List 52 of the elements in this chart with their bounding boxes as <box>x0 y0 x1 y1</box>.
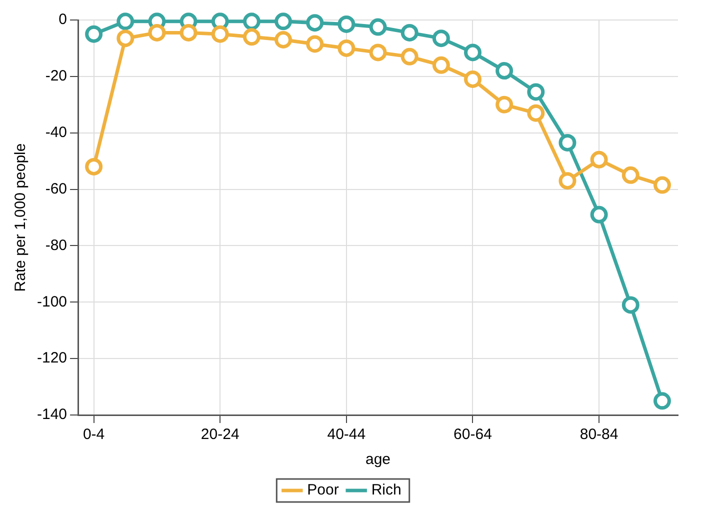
point <box>496 62 514 80</box>
y-tick-label: -60 <box>45 180 68 198</box>
y-tick-label: 0 <box>58 11 68 28</box>
point <box>653 176 671 194</box>
point <box>338 39 356 57</box>
y-tick-label: -40 <box>45 124 68 141</box>
legend-label: Poor <box>307 482 339 499</box>
point <box>622 166 640 184</box>
x-axis-title: age <box>365 451 391 468</box>
point <box>369 44 387 62</box>
point <box>242 12 260 30</box>
y-axis-title: Rate per 1,000 people <box>12 143 30 292</box>
y-tick-label: -20 <box>45 68 68 85</box>
point <box>180 24 198 42</box>
point <box>464 70 482 88</box>
y-tick-label: -140 <box>36 406 68 424</box>
point <box>558 134 576 152</box>
point <box>85 25 103 43</box>
legend-label: Rich <box>371 482 402 499</box>
point <box>653 392 671 410</box>
x-tick-label: 40-44 <box>327 426 366 444</box>
point <box>432 30 450 48</box>
x-tick-label: 60-64 <box>454 426 492 444</box>
point <box>116 30 134 48</box>
point <box>338 15 356 33</box>
point <box>306 14 324 32</box>
point <box>558 172 576 190</box>
point <box>464 44 482 62</box>
point <box>369 18 387 36</box>
y-tick-label: -120 <box>36 350 68 367</box>
point <box>116 12 134 30</box>
point <box>496 96 514 114</box>
point <box>148 24 166 42</box>
point <box>400 24 418 42</box>
point <box>432 56 450 74</box>
x-tick-label: 80-84 <box>580 426 618 444</box>
point <box>274 12 292 30</box>
point <box>590 206 608 224</box>
x-tick-label: 20-24 <box>200 426 240 444</box>
point <box>306 35 324 53</box>
point <box>527 83 545 101</box>
point <box>242 28 260 46</box>
point <box>85 158 103 176</box>
point <box>274 31 292 48</box>
y-tick-label: -100 <box>36 293 68 310</box>
point <box>211 25 229 43</box>
point <box>527 104 545 122</box>
point <box>400 48 418 66</box>
point <box>590 150 608 168</box>
x-tick-label: 0-4 <box>82 426 105 444</box>
y-tick-label: -80 <box>45 236 68 254</box>
point <box>622 296 640 314</box>
